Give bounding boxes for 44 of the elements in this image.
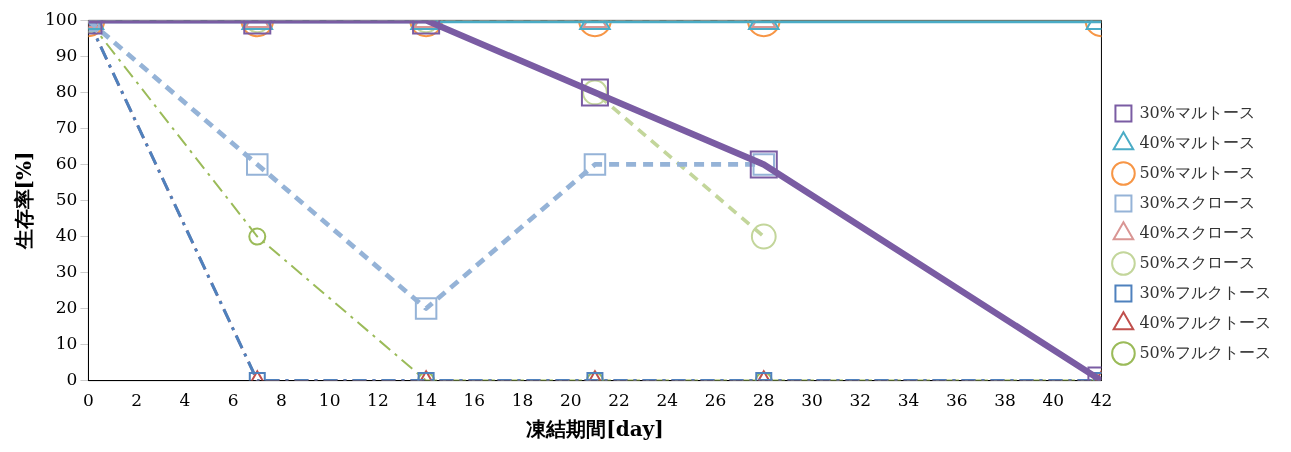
legend-label: 50%マルトース: [1139, 162, 1255, 182]
y-tick-label: 90: [55, 44, 78, 65]
y-tick-label: 60: [55, 152, 78, 173]
legend-label: 40%フルクトース: [1139, 312, 1271, 332]
x-tick-label: 10: [318, 390, 341, 411]
x-tick-label: 8: [275, 390, 287, 411]
x-tick-label: 42: [1090, 390, 1113, 411]
x-tick-label: 32: [849, 390, 872, 411]
x-tick-label: 26: [704, 390, 727, 411]
legend-label: 30%スクロース: [1139, 192, 1255, 212]
x-tick-label: 22: [608, 390, 630, 411]
y-tick-label: 0: [66, 369, 78, 390]
x-tick-label: 12: [367, 390, 389, 411]
legend-label: 50%スクロース: [1139, 252, 1255, 272]
legend-label: 40%マルトース: [1139, 132, 1255, 152]
x-tick-label: 6: [227, 390, 239, 411]
y-tick-label: 40: [55, 224, 78, 245]
x-tick-label: 24: [656, 390, 679, 411]
legend-label: 30%フルクトース: [1139, 282, 1271, 302]
legend-label: 40%スクロース: [1139, 222, 1255, 242]
x-tick-label: 38: [994, 390, 1016, 411]
x-tick-label: 16: [463, 390, 486, 411]
x-tick-label: 2: [131, 390, 143, 411]
x-tick-label: 14: [415, 390, 437, 411]
x-tick-label: 20: [560, 390, 582, 411]
y-tick-label: 80: [55, 80, 78, 101]
x-tick-label: 36: [945, 390, 968, 411]
y-tick-label: 20: [55, 296, 78, 317]
legend-label: 30%マルトース: [1139, 102, 1255, 122]
x-axis-title: 凍結期間[day]: [526, 417, 664, 442]
x-tick-label: 28: [752, 390, 775, 411]
y-tick-label: 30: [55, 260, 78, 281]
x-tick-label: 30: [801, 390, 823, 411]
y-tick-label: 100: [44, 8, 78, 29]
y-tick-label: 10: [55, 333, 78, 353]
y-tick-label: 70: [55, 116, 78, 137]
y-axis-title: 生存率[%]: [12, 151, 37, 251]
x-tick-label: 34: [897, 390, 920, 411]
y-tick-label: 50: [55, 188, 78, 209]
x-tick-label: 40: [1042, 390, 1065, 411]
legend-label: 50%フルクトース: [1139, 342, 1271, 362]
x-tick-label: 0: [83, 390, 94, 411]
x-tick-label: 18: [511, 390, 534, 411]
x-tick-label: 4: [179, 390, 191, 411]
